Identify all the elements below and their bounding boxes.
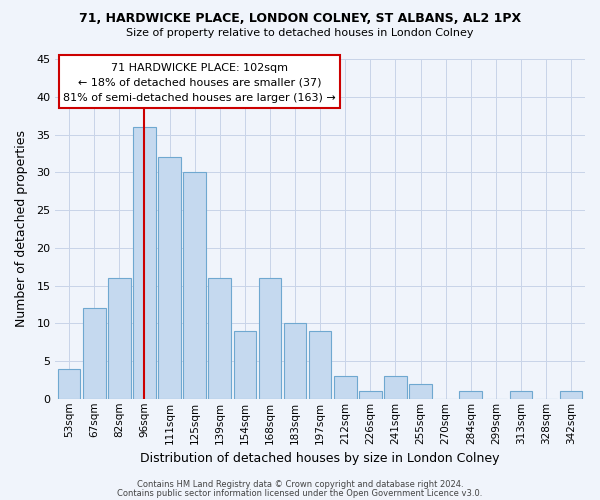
Y-axis label: Number of detached properties: Number of detached properties [15,130,28,328]
Bar [409,384,432,399]
Bar [384,376,407,399]
Bar [509,391,532,399]
Bar [83,308,106,399]
Bar [184,172,206,399]
Bar [208,278,231,399]
Bar [359,391,382,399]
Bar [460,391,482,399]
Text: Size of property relative to detached houses in London Colney: Size of property relative to detached ho… [126,28,474,38]
Text: 71 HARDWICKE PLACE: 102sqm: 71 HARDWICKE PLACE: 102sqm [111,63,288,73]
Bar [108,278,131,399]
Bar [284,324,307,399]
Bar [133,127,156,399]
Text: 71, HARDWICKE PLACE, LONDON COLNEY, ST ALBANS, AL2 1PX: 71, HARDWICKE PLACE, LONDON COLNEY, ST A… [79,12,521,26]
Bar [334,376,356,399]
Text: Contains public sector information licensed under the Open Government Licence v3: Contains public sector information licen… [118,488,482,498]
Text: 81% of semi-detached houses are larger (163) →: 81% of semi-detached houses are larger (… [63,93,336,103]
FancyBboxPatch shape [59,55,340,108]
Text: Contains HM Land Registry data © Crown copyright and database right 2024.: Contains HM Land Registry data © Crown c… [137,480,463,489]
Bar [259,278,281,399]
Bar [158,157,181,399]
Bar [233,331,256,399]
Bar [309,331,331,399]
Bar [58,368,80,399]
X-axis label: Distribution of detached houses by size in London Colney: Distribution of detached houses by size … [140,452,500,465]
Text: ← 18% of detached houses are smaller (37): ← 18% of detached houses are smaller (37… [78,78,322,88]
Bar [560,391,583,399]
